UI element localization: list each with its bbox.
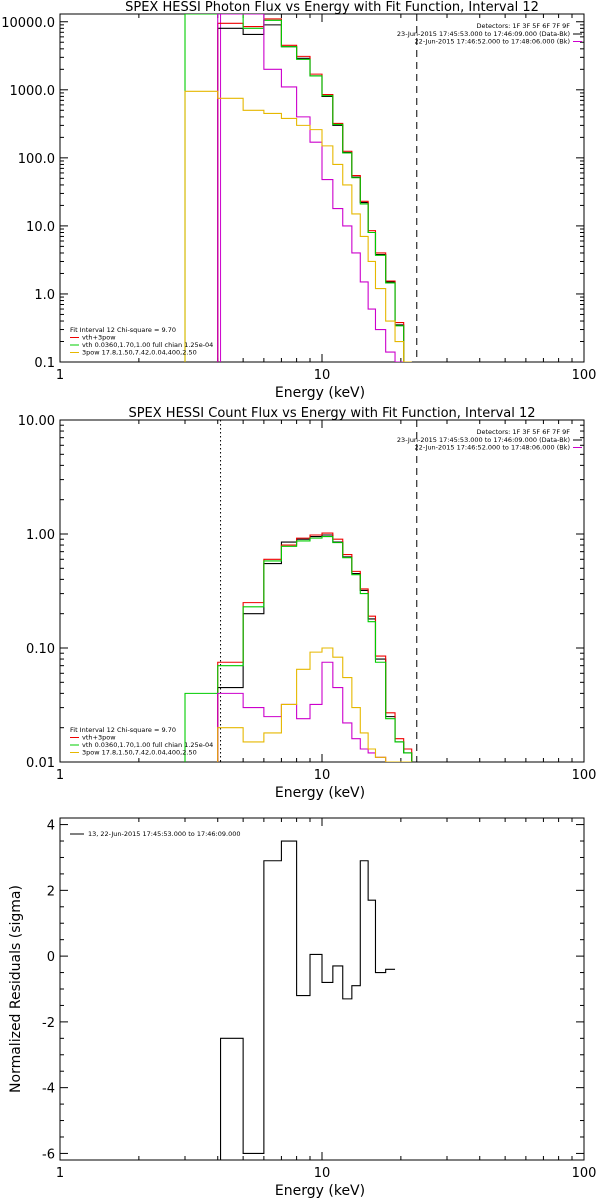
x-tick-label: 10 [314, 1166, 331, 1181]
series-5-line [218, 648, 412, 762]
y-tick-label: 2 [47, 884, 55, 899]
y-tick-label: 1.0 [34, 288, 55, 303]
series-1-line [218, 535, 412, 762]
panel-3: 1 10 100 Energy (keV) -6 -4 -2 0 2 4 Normalized Re… [8, 818, 596, 1199]
series-3-line [185, 14, 412, 362]
x-tick-label: 100 [572, 768, 597, 783]
series-1-line [221, 841, 395, 1160]
legend-header: Detectors: 1F 3F 5F 6F 7F 9F [476, 22, 570, 30]
y-tick-label: -4 [42, 1082, 55, 1097]
y-tick-label: 10000.0 [1, 16, 55, 31]
x-axis-label: Energy (keV) [275, 785, 365, 801]
legend-header: Detectors: 1F 3F 5F 6F 7F 9F [476, 428, 570, 436]
x-tick-label: 1 [56, 768, 64, 783]
panel-2: SPEX HESSI Count Flux vs Energy with Fit… [18, 406, 597, 801]
chart-title: SPEX HESSI Count Flux vs Energy with Fit… [128, 406, 535, 421]
y-tick-label: -6 [42, 1147, 55, 1162]
y-tick-label: 1.00 [26, 528, 55, 543]
y-tick-label: 0.10 [26, 642, 55, 657]
series-group [221, 841, 395, 1160]
panel-1: SPEX HESSI Photon Flux vs Energy with Fi… [1, 0, 596, 401]
series-5-line [185, 91, 412, 362]
x-tick-label: 1 [56, 368, 64, 383]
series-2-line [218, 533, 412, 762]
x-axis-label: Energy (keV) [275, 1183, 365, 1199]
series-group [185, 14, 412, 362]
spectrum-figure: SPEX HESSI Photon Flux vs Energy with Fi… [0, 0, 600, 1200]
y-tick-label: 0.1 [34, 356, 55, 371]
y-axis-label: Normalized Residuals (sigma) [8, 885, 24, 1093]
x-tick-label: 1 [56, 1166, 64, 1181]
legend-entry-label: 3pow 17.8,1.50,7.42,0.04,400,2.50 [82, 749, 197, 757]
chart-title: SPEX HESSI Photon Flux vs Energy with Fi… [125, 0, 539, 15]
x-tick-label: 100 [572, 1166, 597, 1181]
x-tick-label: 10 [314, 768, 331, 783]
series-4-line [218, 662, 412, 762]
series-group [185, 533, 412, 762]
y-tick-label: 4 [47, 819, 55, 834]
y-tick-label: -2 [42, 1016, 55, 1031]
plot-frame [60, 420, 584, 762]
y-tick-label: 100.0 [18, 152, 55, 167]
y-tick-label: 0.01 [26, 756, 55, 771]
y-tick-label: 10.0 [26, 220, 55, 235]
y-tick-label: 10.00 [18, 414, 55, 429]
legend-entry-label: 13, 22-Jun-2015 17:45:53.000 to 17:46:09… [88, 830, 240, 838]
y-tick-label: 1000.0 [10, 84, 56, 99]
y-tick-label: 0 [47, 950, 55, 965]
x-axis-label: Energy (keV) [275, 385, 365, 401]
series-2-line [218, 19, 412, 362]
plot-frame [60, 14, 584, 362]
legend-entry-label: 3pow 17.8,1.50,7.42,0.04,400,2.50 [82, 349, 197, 357]
x-tick-label: 10 [314, 368, 331, 383]
legend-entry-label: 22-Jun-2015 17:46:52.000 to 17:48:06.000… [415, 444, 570, 452]
legend-entry-label: 22-Jun-2015 17:46:52.000 to 17:48:06.000… [415, 38, 570, 46]
series-4-line [218, 14, 412, 362]
plot-frame [60, 818, 584, 1160]
x-tick-label: 100 [572, 368, 597, 383]
